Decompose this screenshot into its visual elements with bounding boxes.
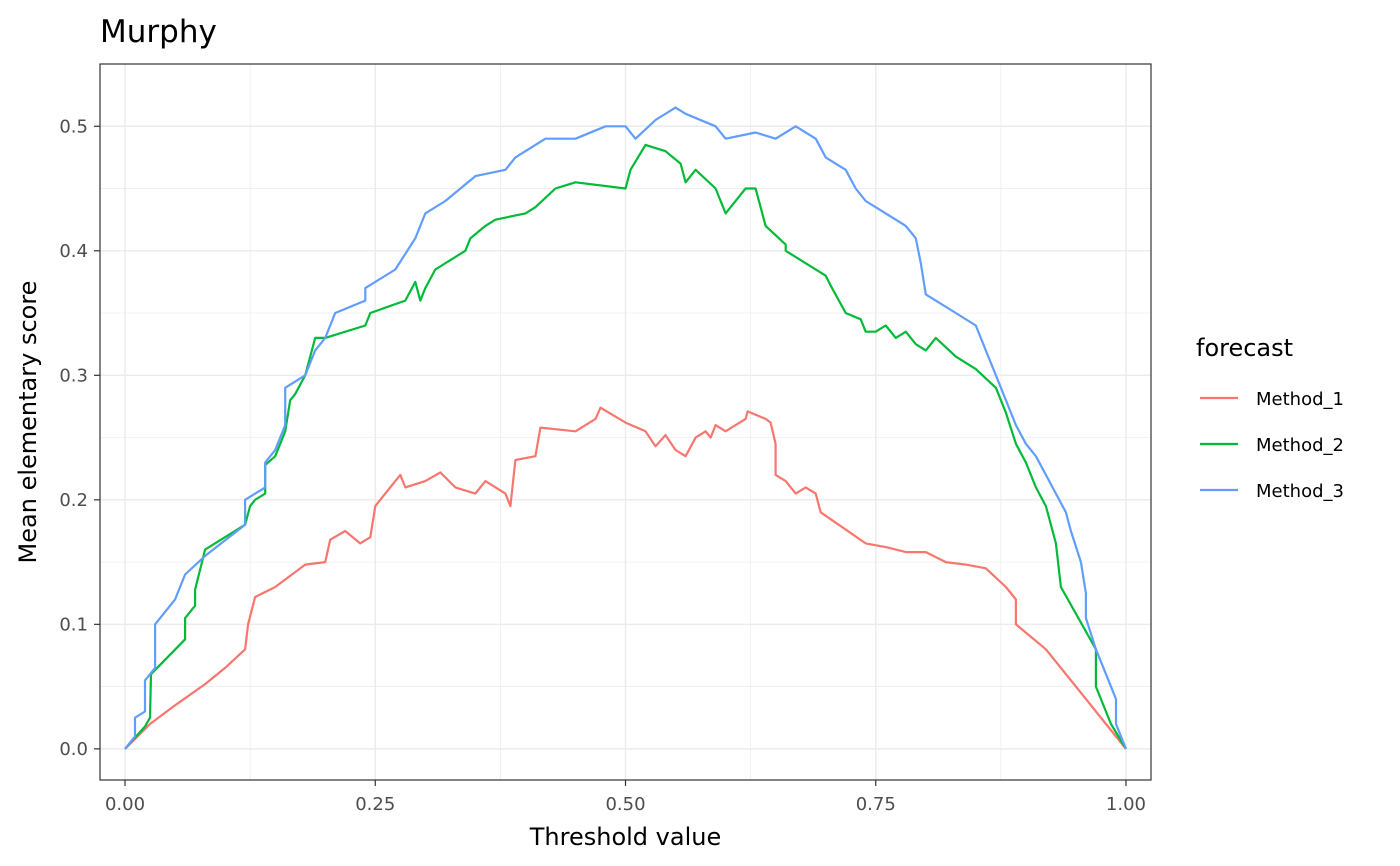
legend-label-method-1: Method_1 — [1256, 389, 1344, 410]
legend: forecast Method_1 Method_2 Method_3 — [1196, 334, 1344, 502]
chart-title: Murphy — [100, 14, 217, 50]
plot-series — [124, 106, 1128, 750]
series-line-method-1 — [124, 406, 1127, 750]
axes: 0.00 0.25 0.50 0.75 1.00 0.0 0.1 0.2 0.3 0.4 0.5 — [59, 116, 1146, 815]
y-tick-label: 0.4 — [59, 241, 88, 262]
series-line-method-3 — [124, 106, 1128, 750]
y-axis-title: Mean elementary score — [14, 281, 42, 564]
x-tick-label: 0.75 — [856, 794, 896, 815]
x-tick-label: 0.25 — [355, 794, 395, 815]
x-tick-label: 0.00 — [105, 794, 145, 815]
y-tick-label: 0.2 — [59, 490, 88, 511]
y-tick-label: 0.0 — [59, 739, 88, 760]
legend-title: forecast — [1196, 334, 1293, 362]
x-axis-title: Threshold value — [529, 823, 721, 851]
y-tick-label: 0.5 — [59, 116, 88, 137]
y-tick-label: 0.3 — [59, 365, 88, 386]
x-tick-label: 0.50 — [605, 794, 645, 815]
y-tick-label: 0.1 — [59, 614, 88, 635]
legend-label-method-3: Method_3 — [1256, 481, 1344, 502]
x-tick-label: 1.00 — [1106, 794, 1146, 815]
grid — [100, 64, 1151, 780]
legend-label-method-2: Method_2 — [1256, 435, 1344, 456]
